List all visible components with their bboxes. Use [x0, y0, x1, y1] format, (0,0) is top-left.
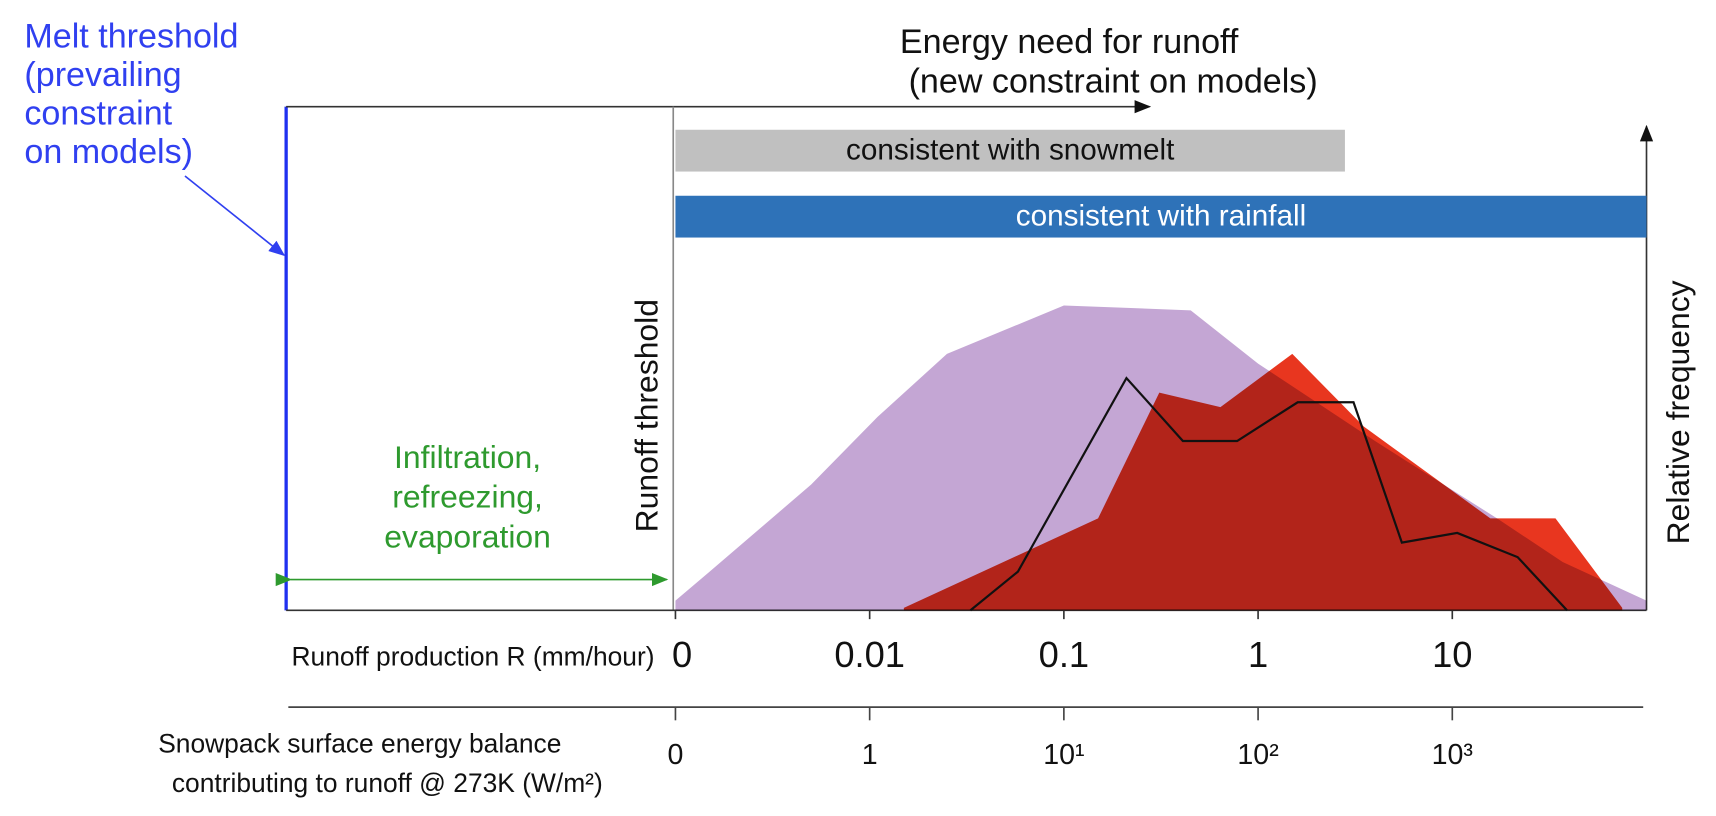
runoff-threshold-label: Runoff threshold: [628, 299, 664, 532]
range-label: consistent with snowmelt: [846, 134, 1175, 167]
melt-threshold-label: Melt threshold: [24, 17, 238, 55]
x2-tick-label: 1: [862, 739, 878, 771]
infiltration-label: refreezing,: [392, 479, 543, 515]
infiltration-label: Infiltration,: [394, 439, 541, 475]
x2-tick-label: 0: [667, 739, 683, 771]
title-line: Energy need for runoff: [900, 23, 1239, 61]
x2-tick-label: 10³: [1432, 739, 1473, 771]
line: [969, 376, 1568, 612]
x-axis-label: Runoff production R (mm/hour): [291, 642, 654, 672]
x2-axis-label: Snowpack surface energy balance: [158, 729, 561, 759]
title-line: (new constraint on models): [909, 63, 1318, 101]
x-tick-label: 0.01: [834, 634, 905, 675]
x-tick-label: 0.1: [1039, 634, 1089, 675]
x-tick-label: 10: [1432, 634, 1472, 675]
x2-axis-label: contributing to runoff @ 273K (W/m²): [172, 768, 603, 798]
x2-tick-label: 10¹: [1043, 739, 1084, 771]
range-bar: [675, 129, 1345, 172]
melt-threshold-label: on models): [24, 133, 193, 171]
area: [903, 353, 1623, 611]
melt-threshold-label: constraint: [24, 94, 172, 132]
x2-tick-label: 10²: [1237, 739, 1278, 771]
x-tick-label: 1: [1248, 634, 1268, 675]
y-axis-label: Relative frequency: [1660, 280, 1696, 544]
range-label: consistent with rainfall: [1016, 200, 1306, 233]
x-tick-label: 0: [672, 634, 692, 675]
infiltration-label: evaporation: [384, 518, 551, 554]
melt-pointer: [184, 175, 286, 257]
range-bar: [675, 195, 1647, 238]
melt-threshold-label: (prevailing: [24, 56, 181, 94]
